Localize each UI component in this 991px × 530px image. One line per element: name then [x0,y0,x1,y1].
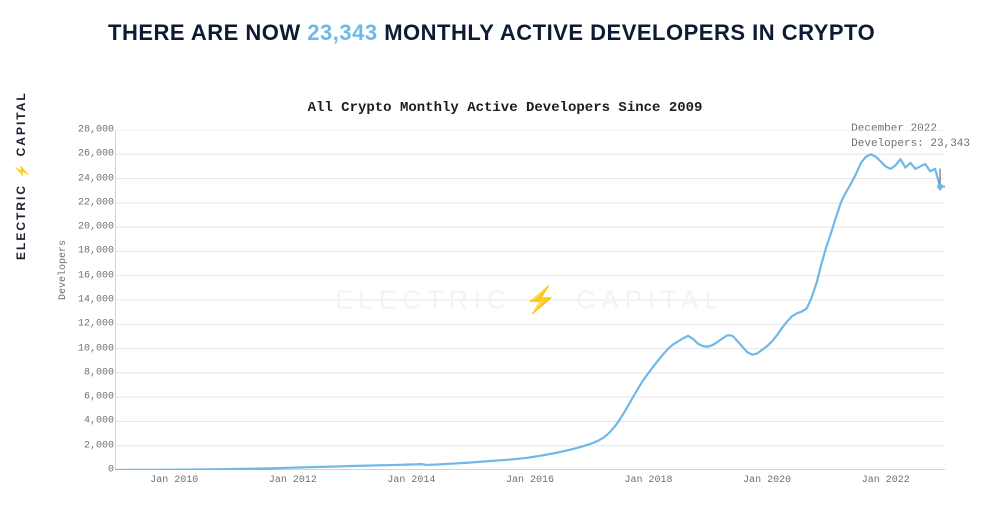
y-tick-label: 22,000 [78,197,114,208]
y-tick-label: 12,000 [78,319,114,330]
y-tick-label: 28,000 [78,125,114,136]
brand-bolt-icon: ⚡ [15,162,29,179]
chart-svg [115,130,945,470]
page-root: ELECTRIC ⚡ CAPITAL THERE ARE NOW 23,343 … [0,0,991,530]
y-tick-label: 14,000 [78,295,114,306]
brand-right: CAPITAL [14,91,28,156]
y-tick-label: 24,000 [78,173,114,184]
y-tick-label: 16,000 [78,270,114,281]
brand-vertical: ELECTRIC ⚡ CAPITAL [14,91,28,260]
y-tick-label: 20,000 [78,222,114,233]
y-tick-label: 18,000 [78,246,114,257]
title-post: MONTHLY ACTIVE DEVELOPERS IN CRYPTO [378,20,876,45]
x-axis-ticks: Jan 2010 Jan 2012 Jan 2014 Jan 2016 Jan 2018… [115,475,945,495]
y-tick-label: 6,000 [84,392,114,403]
y-tick-label: 26,000 [78,149,114,160]
y-tick-label: 8,000 [84,367,114,378]
x-tick-label: Jan 2012 [269,475,317,486]
y-tick-label: 0 [108,465,114,476]
chart-title: All Crypto Monthly Active Developers Sin… [40,100,970,116]
y-axis-ticks: 02,0004,0006,0008,00010,00012,00014,0001… [70,130,114,470]
title-highlight: 23,343 [307,20,377,45]
brand-left: ELECTRIC [14,184,28,260]
x-tick-label: Jan 2014 [387,475,435,486]
page-title: THERE ARE NOW 23,343 MONTHLY ACTIVE DEVE… [108,20,951,46]
x-tick-label: Jan 2020 [743,475,791,486]
chart-region: All Crypto Monthly Active Developers Sin… [40,90,970,510]
plot-area: ELECTRIC ⚡ CAPITAL [115,130,945,470]
y-tick-label: 2,000 [84,440,114,451]
title-pre: THERE ARE NOW [108,20,307,45]
y-tick-label: 10,000 [78,343,114,354]
y-axis-label: Developers [58,240,69,300]
x-tick-label: Jan 2022 [862,475,910,486]
x-tick-label: Jan 2016 [506,475,554,486]
y-tick-label: 4,000 [84,416,114,427]
x-tick-label: Jan 2010 [150,475,198,486]
x-tick-label: Jan 2018 [625,475,673,486]
